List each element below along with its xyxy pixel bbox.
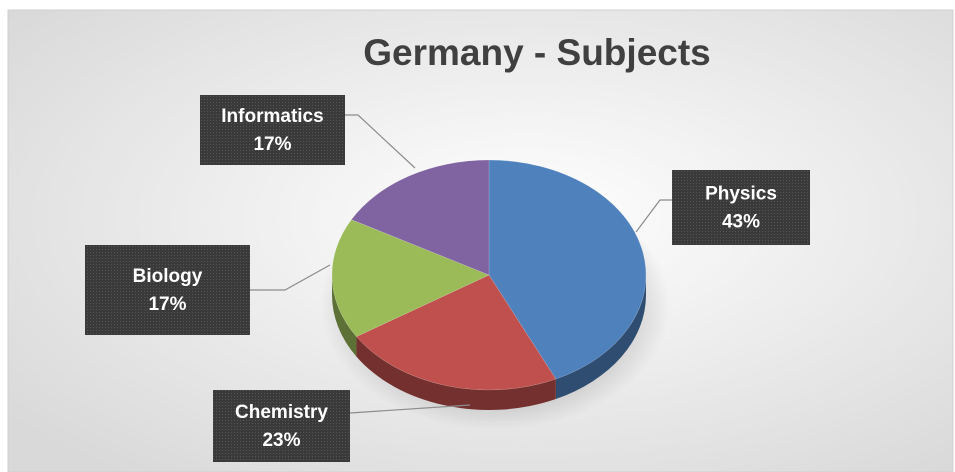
data-label-name: Biology bbox=[133, 266, 203, 287]
slice-side bbox=[555, 275, 646, 400]
slice bbox=[488, 159, 647, 380]
data-label-name: Physics bbox=[705, 184, 777, 205]
data-label-box bbox=[672, 170, 810, 245]
data-label-box bbox=[213, 390, 350, 462]
slice bbox=[351, 159, 490, 276]
slice-side bbox=[356, 336, 556, 411]
slice bbox=[356, 274, 557, 391]
leader-line bbox=[635, 199, 672, 233]
data-label-name: Chemistry bbox=[235, 402, 328, 423]
leader-line bbox=[250, 264, 331, 291]
data-label-value: 17% bbox=[253, 134, 291, 155]
leader-line bbox=[349, 404, 471, 414]
chart-title: Germany - Subjects bbox=[363, 32, 711, 73]
slice bbox=[331, 219, 490, 337]
slice-side bbox=[332, 275, 357, 357]
data-label-value: 23% bbox=[262, 430, 300, 451]
data-label-name: Informatics bbox=[221, 106, 323, 127]
data-label-value: 17% bbox=[148, 294, 186, 315]
data-label-value: 43% bbox=[722, 212, 760, 233]
data-label-box bbox=[85, 245, 250, 335]
leader-line bbox=[345, 114, 416, 169]
data-label-box bbox=[200, 95, 345, 165]
